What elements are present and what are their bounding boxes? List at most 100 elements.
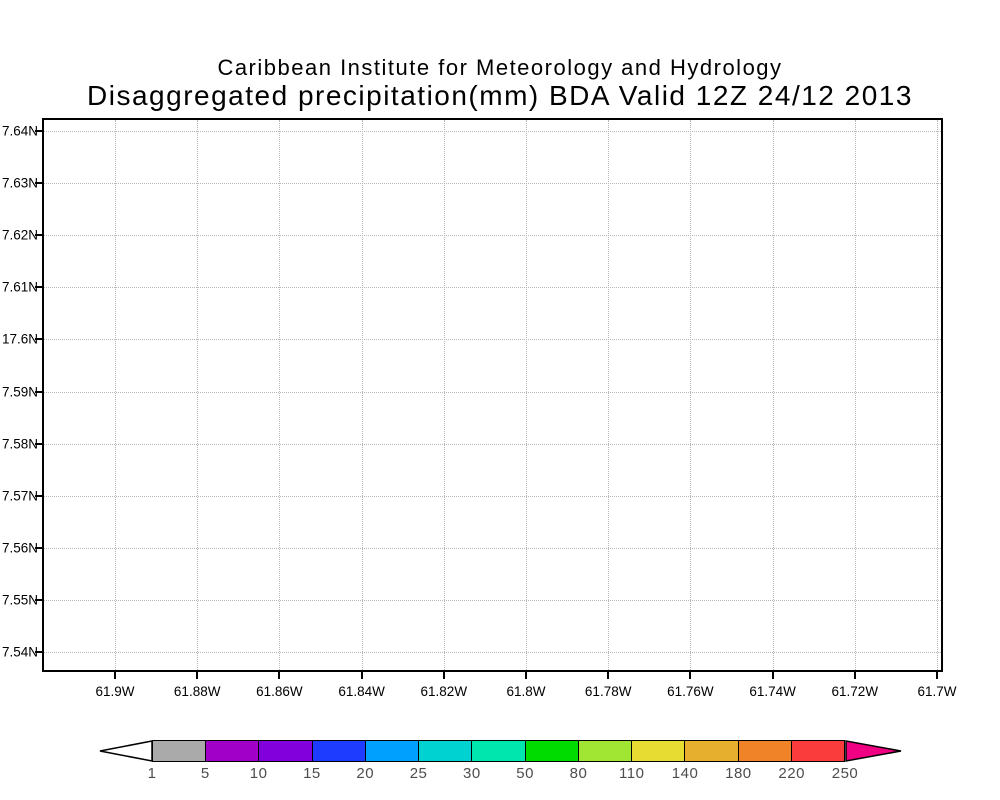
- y-tick-label: 7.57N: [1, 488, 38, 504]
- colorbar: 1 5 10 15 20 25 30 50 80 110 140 180 220 250: [99, 740, 909, 785]
- colorbar-level-label: 140: [671, 765, 699, 782]
- y-tick-mark: [35, 286, 42, 289]
- colorbar-segment: [577, 741, 632, 761]
- colorbar-segment: [258, 741, 312, 761]
- y-gridline: [44, 495, 941, 497]
- colorbar-level-label: 80: [569, 765, 588, 782]
- x-tick-label: 61.78W: [584, 684, 632, 699]
- x-tick-mark: [607, 672, 610, 679]
- y-axis-labels: 7.64N 7.63N 7.62N 7.61N 17.6N 7.59N 7.58N 7.57N…: [0, 0, 38, 800]
- colorbar-segment: [684, 741, 738, 761]
- plot-area: [35, 118, 943, 679]
- y-gridline: [44, 599, 941, 601]
- colorbar-segment: [418, 741, 472, 761]
- y-tick-mark: [35, 390, 42, 393]
- y-tick-label: 17.6N: [1, 331, 38, 347]
- colorbar-segment: [524, 741, 578, 761]
- x-tick-mark: [689, 672, 692, 679]
- colorbar-level-label: 30: [463, 765, 481, 782]
- colorbar-segment: [631, 741, 685, 761]
- x-tick-label: 61.82W: [420, 684, 468, 699]
- colorbar-below-min-arrow: [99, 740, 153, 762]
- chart-title: Caribbean Institute for Meteorology and …: [217, 55, 783, 80]
- x-tick-label: 61.9W: [95, 684, 135, 699]
- y-gridline: [44, 131, 941, 132]
- y-gridline: [44, 443, 941, 445]
- y-tick-label: 7.55N: [1, 592, 38, 608]
- y-tick-label: 7.63N: [1, 175, 38, 191]
- x-gridline: [690, 120, 692, 670]
- colorbar-level-label: 10: [249, 765, 268, 782]
- y-tick-mark: [35, 182, 42, 185]
- x-tick-label: 61.72W: [831, 684, 879, 699]
- y-tick-mark: [35, 598, 42, 601]
- colorbar-level-label: 25: [409, 765, 428, 782]
- x-tick-mark: [442, 672, 445, 679]
- y-tick-label: 7.62N: [1, 227, 38, 243]
- x-gridline: [608, 120, 610, 670]
- y-gridline: [44, 235, 941, 237]
- colorbar-segment: [311, 741, 365, 761]
- y-gridline: [44, 652, 941, 653]
- y-tick-mark: [35, 234, 42, 237]
- colorbar-level-label: 180: [725, 765, 752, 782]
- x-gridline: [937, 120, 938, 670]
- colorbar-level-label: 15: [303, 765, 321, 782]
- x-gridline: [279, 120, 281, 670]
- colorbar-segment: [364, 741, 419, 761]
- colorbar-bar: [152, 740, 845, 762]
- x-tick-mark: [360, 672, 363, 679]
- y-gridline: [44, 287, 941, 289]
- colorbar-segment: [737, 741, 791, 761]
- y-gridline: [44, 339, 941, 341]
- x-tick-label: 61.74W: [749, 684, 796, 699]
- colorbar-level-label: 20: [356, 765, 375, 782]
- colorbar-level-label: 5: [200, 765, 210, 782]
- x-tick-mark: [525, 672, 527, 679]
- y-tick-mark: [35, 494, 42, 497]
- x-tick-mark: [853, 672, 856, 679]
- chart-subtitle: Disaggregated precipitation(mm) BDA Vali…: [87, 80, 913, 111]
- x-tick-label: 61.7W: [917, 684, 957, 699]
- x-tick-label: 61.84W: [338, 684, 385, 699]
- y-gridline: [44, 183, 941, 185]
- colorbar-segment: [205, 741, 259, 761]
- colorbar-segment: [790, 741, 845, 761]
- x-gridline: [854, 120, 856, 670]
- y-tick-label: 7.54N: [1, 644, 38, 660]
- x-gridline: [443, 120, 445, 670]
- x-axis-labels: 61.9W 61.88W 61.86W 61.84W 61.82W 61.8W 61.78W…: [0, 684, 1000, 704]
- y-tick-mark: [35, 338, 42, 341]
- y-tick-mark: [35, 546, 42, 549]
- colorbar-segment: [153, 741, 206, 761]
- x-tick-label: 61.76W: [667, 684, 714, 699]
- x-tick-mark: [114, 672, 116, 679]
- y-tick-mark: [35, 442, 42, 445]
- x-gridline: [197, 120, 199, 670]
- x-tick-label: 61.88W: [173, 684, 221, 699]
- y-tick-mark: [35, 130, 42, 132]
- colorbar-above-max-arrow: [845, 740, 902, 762]
- x-tick-mark: [936, 672, 938, 679]
- colorbar-level-label: 220: [778, 765, 805, 782]
- x-gridline: [115, 120, 116, 670]
- colorbar-level-label: 110: [619, 765, 645, 782]
- x-tick-label: 61.8W: [506, 684, 546, 699]
- x-tick-label: 61.86W: [256, 684, 303, 699]
- colorbar-level-label: 250: [831, 765, 859, 782]
- y-tick-label: 7.58N: [1, 436, 38, 452]
- x-gridline: [361, 120, 363, 670]
- y-gridline: [44, 547, 941, 549]
- x-tick-mark: [771, 672, 774, 679]
- y-tick-label: 7.59N: [1, 384, 38, 399]
- x-gridline: [526, 120, 527, 670]
- y-gridline: [44, 391, 941, 393]
- colorbar-segment: [471, 741, 525, 761]
- y-tick-mark: [35, 651, 42, 653]
- colorbar-level-label: 1: [147, 765, 157, 782]
- colorbar-level-label: 50: [516, 765, 534, 782]
- y-tick-label: 7.61N: [1, 279, 38, 295]
- x-tick-mark: [278, 672, 281, 679]
- x-gridline: [772, 120, 774, 670]
